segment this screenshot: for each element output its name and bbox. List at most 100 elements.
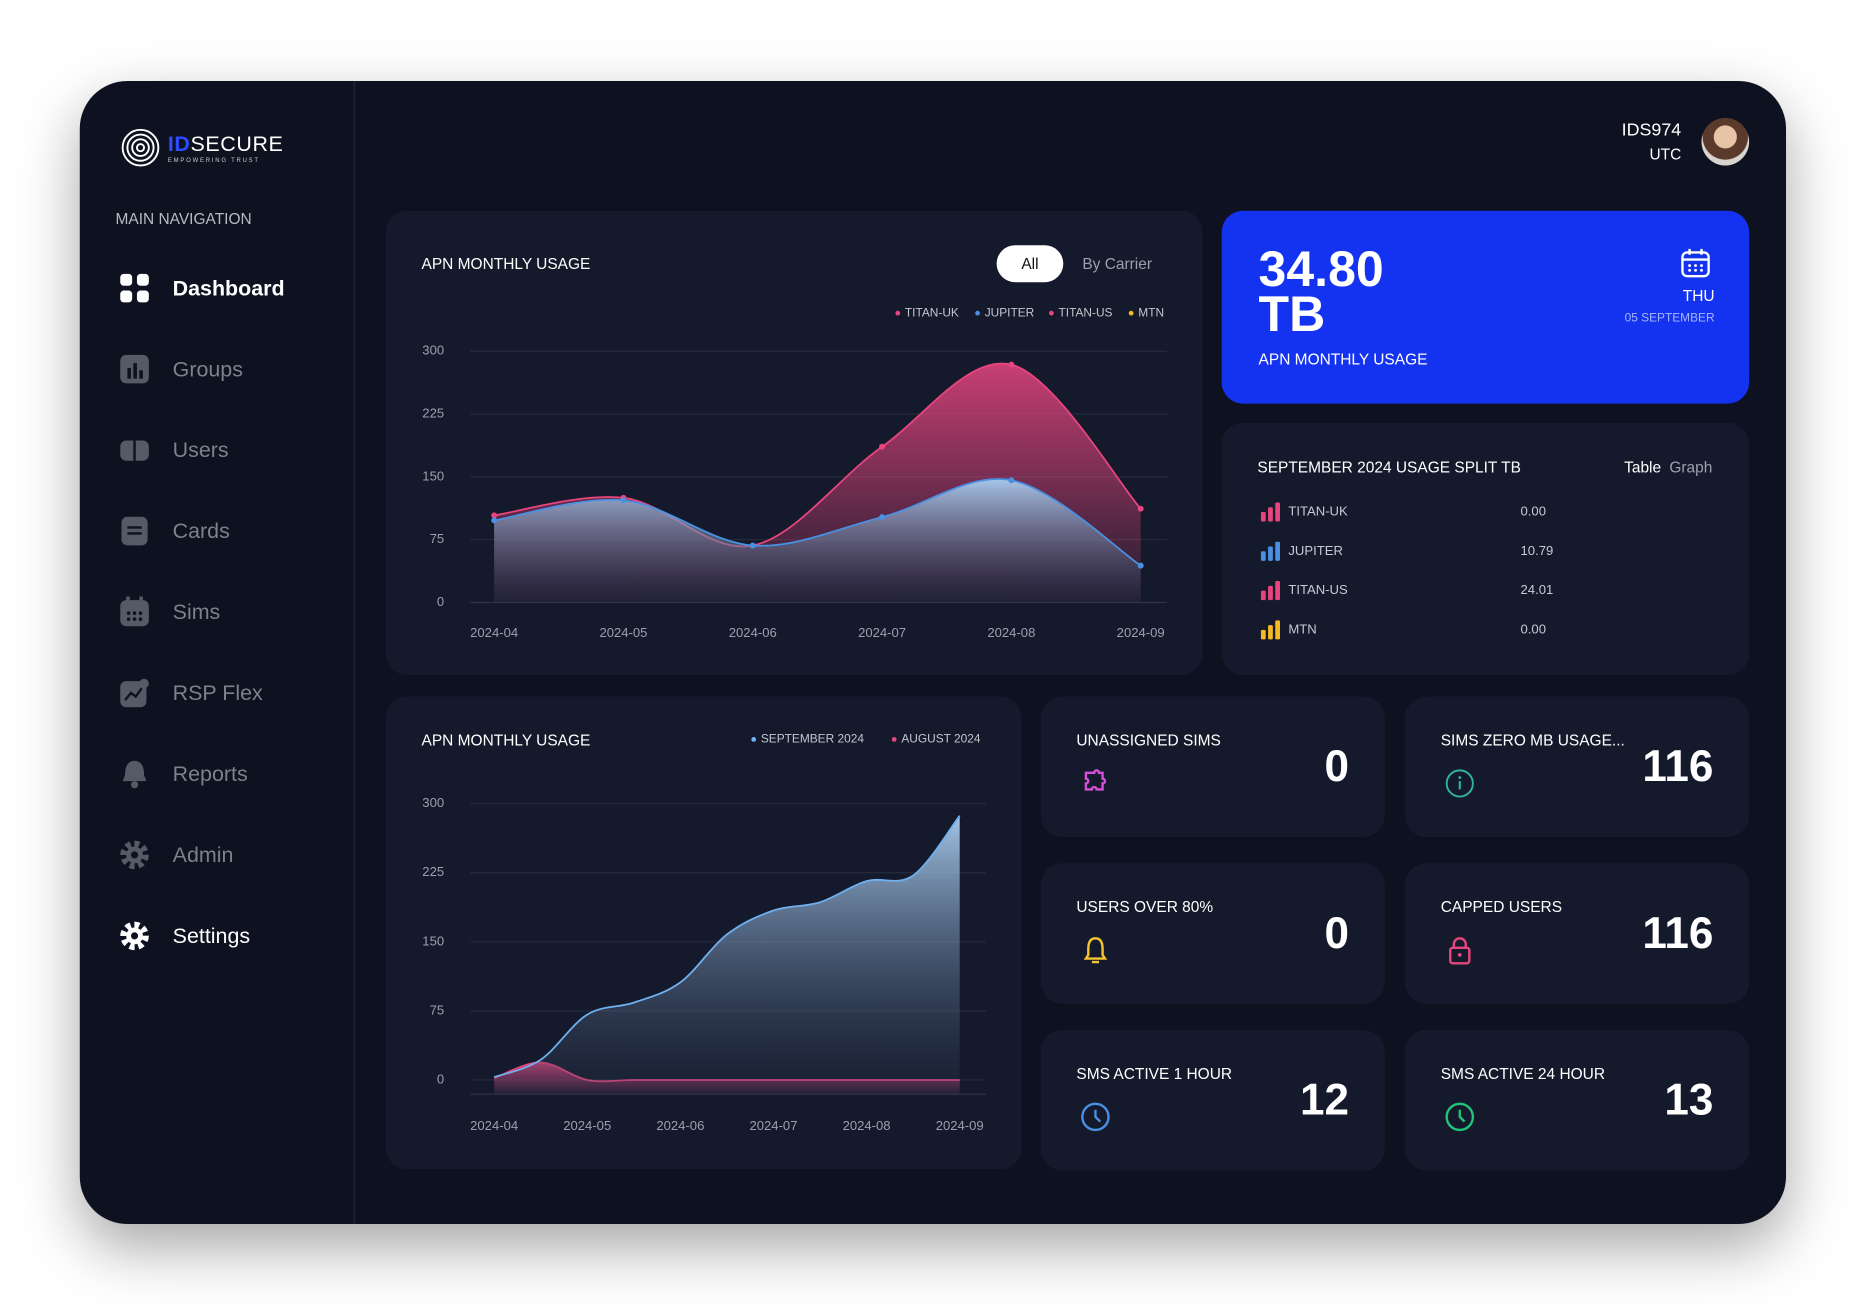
icon-part xyxy=(1449,946,1471,965)
icon xyxy=(120,596,149,627)
user-tz: UTC xyxy=(1649,145,1682,164)
tab-table[interactable]: Table xyxy=(1624,458,1662,477)
unit: TB xyxy=(1258,285,1326,342)
usage-value: 34.80 TB xyxy=(1258,240,1384,342)
icon-part xyxy=(1081,1102,1110,1132)
chart-title: APN MONTHLY USAGE xyxy=(421,254,591,273)
icon-part xyxy=(1457,953,1462,957)
nav-label: Groups xyxy=(172,356,243,381)
stat-value: 116 xyxy=(1642,741,1714,791)
nav-item[interactable]: Groups xyxy=(119,352,243,385)
bar-icon-bar xyxy=(1275,581,1280,601)
tagline: EMPOWERING TRUST xyxy=(167,156,260,164)
calendar-icon xyxy=(1681,248,1710,278)
nav-item[interactable]: Dashboard xyxy=(119,271,285,304)
stat-label: UNASSIGNED SIMS xyxy=(1076,731,1221,749)
row-value: 0.00 xyxy=(1520,622,1547,638)
nav-item[interactable]: RSP Flex xyxy=(119,676,263,709)
bar-icon-bar xyxy=(1260,511,1266,522)
bar-icon xyxy=(1260,581,1280,601)
value: 34.80 xyxy=(1258,240,1384,297)
avatar[interactable] xyxy=(1701,117,1750,166)
nav-item[interactable]: Reports xyxy=(119,757,248,790)
stat-card: SMS ACTIVE 1 HOUR 12 xyxy=(1040,1029,1385,1171)
usage-chart-panel-2: APN MONTHLY USAGE xyxy=(385,696,1022,1170)
nav-item[interactable]: Cards xyxy=(119,514,230,547)
stat-icon xyxy=(1449,937,1471,965)
bar-icon xyxy=(1260,502,1280,522)
row-value: 0.00 xyxy=(1520,504,1547,520)
bar-icon-bar xyxy=(1275,502,1280,522)
chart-title: APN MONTHLY USAGE xyxy=(421,731,591,749)
usage-chart-panel: APN MONTHLY USAGE All By Carrier xyxy=(385,210,1203,676)
icon xyxy=(121,516,148,546)
stat-label: SMS ACTIVE 24 HOUR xyxy=(1440,1064,1606,1083)
icon-part xyxy=(1094,1109,1102,1123)
row-name: TITAN-US xyxy=(1288,583,1348,598)
nav-item[interactable]: Users xyxy=(119,433,229,466)
nav-label: Sims xyxy=(172,599,221,624)
stat-icon xyxy=(1084,769,1107,791)
logo: IDSECURE EMPOWERING TRUST xyxy=(120,127,283,167)
nav-item[interactable]: Settings xyxy=(119,919,250,952)
icon xyxy=(120,354,149,384)
split-row: JUPITER 10.79 xyxy=(1260,541,1553,562)
row-value: 10.79 xyxy=(1520,544,1554,559)
icon xyxy=(120,840,149,870)
stat-value: 0 xyxy=(1324,741,1350,791)
user-info: IDS974 UTC xyxy=(1572,120,1682,163)
row-name: MTN xyxy=(1288,622,1317,638)
tab-graph[interactable]: Graph xyxy=(1669,458,1713,477)
split-title: SEPTEMBER 2024 USAGE SPLIT TB xyxy=(1257,458,1521,477)
bar-icon xyxy=(1260,620,1280,640)
stat-icon xyxy=(1083,937,1108,964)
brand-a: ID xyxy=(167,131,191,156)
icon xyxy=(120,440,149,461)
stat-value: 12 xyxy=(1300,1075,1350,1125)
icon-part xyxy=(1458,1109,1466,1123)
bar-icon-bar xyxy=(1260,551,1266,561)
nav-label: RSP Flex xyxy=(172,680,263,705)
stat-card: SMS ACTIVE 24 HOUR 13 xyxy=(1405,1029,1750,1171)
stat-card: SIMS ZERO MB USAGE... 116 xyxy=(1405,696,1750,838)
stat-value: 0 xyxy=(1324,908,1350,958)
stat-value: 13 xyxy=(1664,1075,1714,1125)
stat-value: 116 xyxy=(1642,908,1714,958)
row-name: TITAN-UK xyxy=(1288,504,1348,520)
nav-item[interactable]: Sims xyxy=(119,595,220,628)
usage-card: 34.80 TB APN MONTHLY USAGE THU 05 SEPTEMB… xyxy=(1221,210,1750,404)
icon-part xyxy=(1458,776,1462,779)
stat-card: CAPPED USERS 116 xyxy=(1405,863,1750,1004)
toggle-all[interactable]: All xyxy=(996,245,1064,283)
date: 05 SEPTEMBER xyxy=(1624,311,1715,326)
nav-label: Users xyxy=(172,437,229,462)
nav-label: Cards xyxy=(172,518,230,543)
stat-card: UNASSIGNED SIMS 0 xyxy=(1040,696,1385,838)
nav-label: Settings xyxy=(172,923,251,948)
icon-part xyxy=(1084,769,1107,791)
split-row: MTN 0.00 xyxy=(1260,619,1546,640)
toggle-carrier[interactable]: By Carrier xyxy=(1082,254,1153,273)
nav-item[interactable]: Admin xyxy=(119,838,233,871)
nav-label: Reports xyxy=(172,761,248,786)
bar-icon-bar xyxy=(1275,541,1280,561)
icon-part xyxy=(1445,769,1474,798)
icon xyxy=(120,678,149,708)
bar-icon-bar xyxy=(1260,590,1266,601)
icon xyxy=(120,273,149,303)
icon-part xyxy=(1452,937,1467,948)
icon-part xyxy=(1445,1102,1475,1132)
usage-label: APN MONTHLY USAGE xyxy=(1258,350,1428,368)
nav-heading: MAIN NAVIGATION xyxy=(115,209,252,228)
stat-icon xyxy=(1445,1102,1475,1132)
stat-icon xyxy=(1445,769,1474,798)
icon xyxy=(122,760,147,789)
nav-label: Dashboard xyxy=(172,275,285,300)
icon xyxy=(120,921,149,951)
stat-label: SMS ACTIVE 1 HOUR xyxy=(1076,1064,1233,1083)
bar-icon-bar xyxy=(1268,507,1273,522)
row-value: 24.01 xyxy=(1520,583,1554,598)
nav-label: Admin xyxy=(172,842,234,867)
